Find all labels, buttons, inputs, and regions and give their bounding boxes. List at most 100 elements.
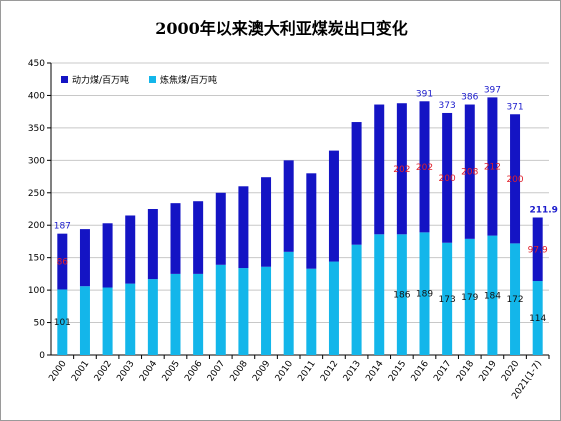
legend-thermal: 动力煤/百万吨 bbox=[61, 73, 129, 86]
y-tick-label: 400 bbox=[28, 91, 45, 101]
bar-coking bbox=[464, 238, 475, 355]
x-tick-label: 2004 bbox=[138, 359, 159, 384]
coking-label: 101 bbox=[54, 318, 71, 328]
thermal-label: 212 bbox=[484, 162, 501, 172]
x-tick-label: 2007 bbox=[206, 359, 227, 383]
y-tick-label: 200 bbox=[28, 221, 45, 231]
bar-thermal bbox=[442, 112, 453, 243]
thermal-label: 200 bbox=[506, 175, 523, 185]
x-tick-label: 2015 bbox=[387, 359, 408, 383]
bar-thermal bbox=[487, 97, 498, 236]
bar-thermal bbox=[102, 223, 113, 288]
x-tick-label: 2011 bbox=[296, 359, 317, 383]
thermal-label: 86 bbox=[57, 258, 69, 268]
bar-coking bbox=[283, 251, 294, 355]
bar-thermal bbox=[215, 192, 226, 265]
bar-thermal bbox=[374, 104, 385, 235]
x-tick-label: 2002 bbox=[93, 359, 114, 383]
total-label: 187 bbox=[54, 222, 71, 232]
bar-coking bbox=[396, 234, 407, 355]
x-tick-label: 2005 bbox=[161, 359, 182, 383]
x-tick-label: 2000 bbox=[47, 359, 68, 384]
thermal-label: 202 bbox=[416, 163, 433, 173]
x-tick-label: 2003 bbox=[115, 359, 136, 383]
total-label: 371 bbox=[506, 102, 523, 112]
bar-coking bbox=[79, 286, 90, 355]
bar-coking bbox=[306, 268, 317, 355]
bar-thermal bbox=[396, 103, 407, 235]
bar-thermal bbox=[510, 114, 521, 244]
bar-coking bbox=[261, 266, 272, 355]
y-tick-label: 0 bbox=[39, 351, 45, 361]
x-tick-label: 2020 bbox=[500, 359, 521, 384]
x-tick-label: 2012 bbox=[319, 359, 340, 383]
bar-coking bbox=[328, 261, 339, 355]
y-tick-label: 350 bbox=[28, 124, 45, 134]
x-tick-label: 2016 bbox=[410, 359, 431, 384]
x-tick-label: 2019 bbox=[478, 359, 499, 384]
chart-title: 2000年以来澳大利亚煤炭出口变化 bbox=[155, 19, 408, 38]
bar-thermal bbox=[464, 104, 475, 239]
bar-thermal bbox=[238, 186, 249, 269]
x-tick-label: 2010 bbox=[274, 359, 295, 384]
y-tick-label: 300 bbox=[28, 156, 45, 166]
x-tick-label: 2013 bbox=[342, 359, 363, 383]
x-tick-label: 2006 bbox=[183, 359, 204, 384]
total-label: 373 bbox=[439, 101, 456, 111]
bar-coking bbox=[147, 279, 158, 355]
coking-label: 189 bbox=[416, 290, 433, 300]
x-tick-label: 2001 bbox=[70, 359, 91, 383]
x-tick-label: 2017 bbox=[432, 359, 453, 383]
y-tick-label: 150 bbox=[28, 254, 45, 264]
bar-coking bbox=[510, 243, 521, 355]
bar-thermal bbox=[147, 209, 158, 280]
legend-coking: 炼焦煤/百万吨 bbox=[149, 73, 217, 86]
total-label: 391 bbox=[416, 89, 433, 99]
bar-coking bbox=[487, 235, 498, 355]
coking-label: 114 bbox=[529, 314, 546, 324]
bar-thermal bbox=[79, 229, 90, 287]
coking-label: 173 bbox=[439, 295, 456, 305]
coking-label: 186 bbox=[393, 291, 410, 301]
y-tick-label: 100 bbox=[28, 286, 45, 296]
legend-coking-swatch bbox=[149, 76, 156, 83]
y-tick-label: 250 bbox=[28, 189, 45, 199]
bar-thermal bbox=[351, 122, 362, 245]
bar-coking bbox=[238, 268, 249, 355]
bar-thermal bbox=[170, 203, 181, 274]
total-label: 386 bbox=[461, 93, 478, 103]
bar-coking bbox=[57, 289, 68, 355]
bar-thermal bbox=[193, 201, 204, 274]
bar-thermal bbox=[57, 233, 68, 290]
total-label: 211.9 bbox=[529, 206, 557, 216]
bar-coking bbox=[102, 287, 113, 355]
bar-thermal bbox=[328, 150, 339, 262]
bar-coking bbox=[442, 242, 453, 355]
bar-thermal bbox=[125, 215, 136, 284]
x-tick-label: 2008 bbox=[229, 359, 250, 384]
coking-label: 184 bbox=[484, 291, 501, 301]
legend-thermal-label: 动力煤/百万吨 bbox=[72, 76, 130, 86]
bar-thermal bbox=[532, 217, 543, 282]
bar-thermal bbox=[306, 173, 317, 269]
legend-thermal-swatch bbox=[61, 76, 68, 83]
x-tick-label: 2014 bbox=[364, 359, 385, 384]
bar-coking bbox=[125, 283, 136, 355]
bar-coking bbox=[193, 273, 204, 355]
bar-coking bbox=[170, 273, 181, 355]
bar-thermal bbox=[419, 101, 430, 233]
total-label: 397 bbox=[484, 85, 501, 95]
bar-coking bbox=[532, 281, 543, 355]
coking-label: 172 bbox=[506, 295, 523, 305]
x-tick-label: 2018 bbox=[455, 359, 476, 384]
thermal-label: 202 bbox=[393, 165, 410, 175]
bar-coking bbox=[351, 244, 362, 355]
coking-label: 179 bbox=[461, 293, 478, 303]
bar-coking bbox=[215, 264, 226, 355]
bar-thermal bbox=[261, 177, 272, 267]
legend-coking-label: 炼焦煤/百万吨 bbox=[160, 76, 218, 86]
bar-thermal bbox=[283, 160, 294, 252]
thermal-label: 97.9 bbox=[528, 245, 548, 255]
